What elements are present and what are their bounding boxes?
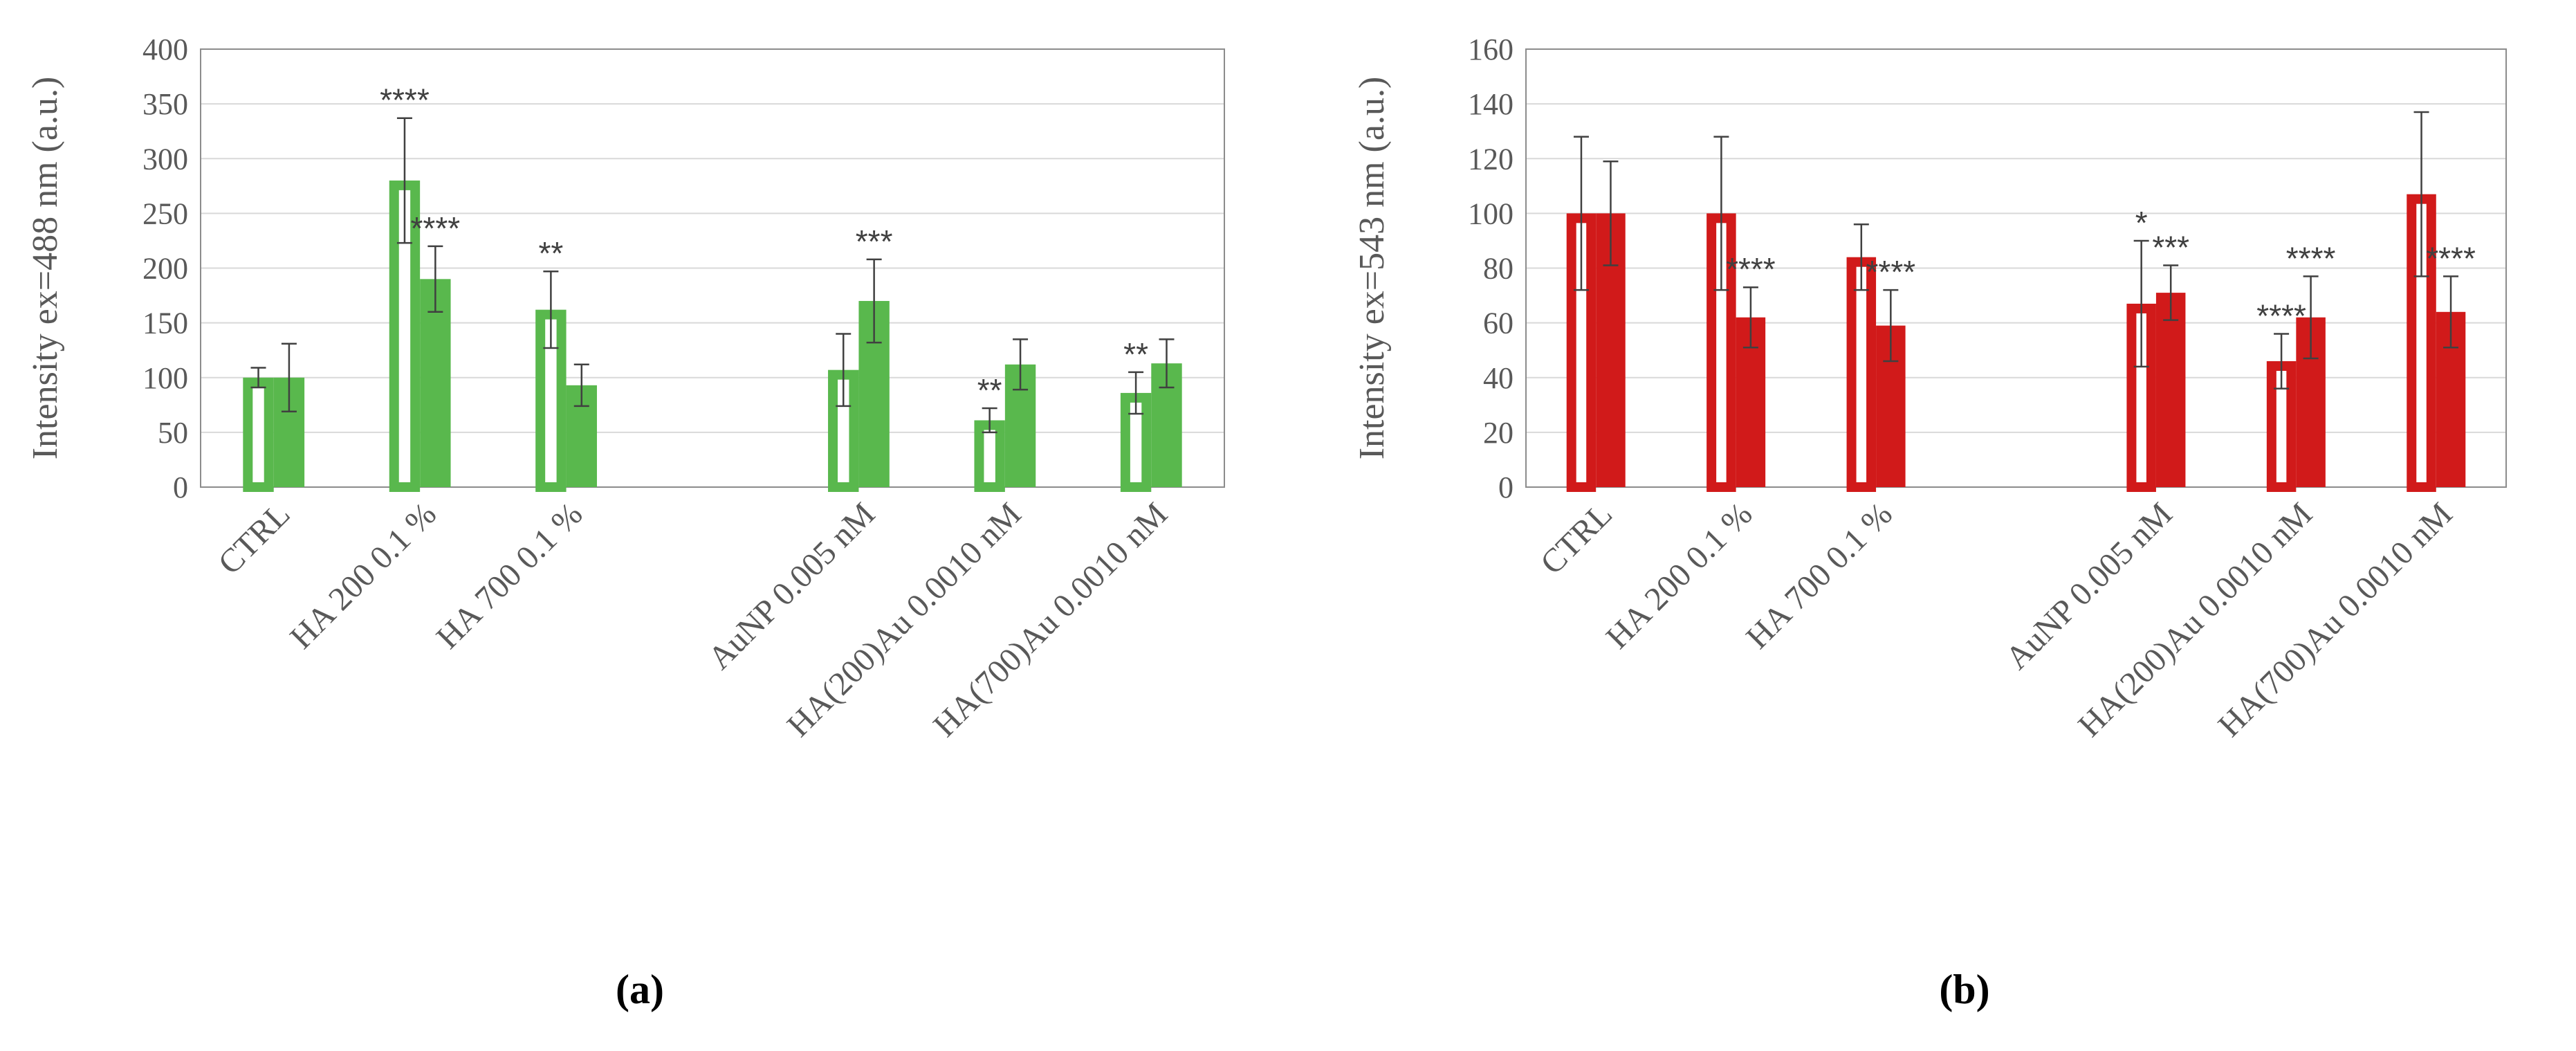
y-tick-label: 20 [1483, 416, 1514, 450]
panel-label: (b) [1939, 967, 1989, 1012]
y-tick-label: 60 [1483, 307, 1514, 340]
significance-label: **** [380, 82, 430, 118]
significance-label: *** [2152, 230, 2189, 266]
bar-hollow [243, 377, 274, 492]
chart-panel-a: 0 50 100 150 200 250 300 350 400 Intensity ex=488… [26, 33, 1225, 1012]
significance-label: ** [1123, 336, 1148, 372]
significance-label: **** [1726, 251, 1776, 287]
y-tick-label: 80 [1483, 252, 1514, 286]
y-tick-label: 100 [142, 361, 188, 395]
significance-label: **** [1866, 254, 1916, 290]
y-tick-label: 0 [173, 470, 188, 504]
y-tick-label: 400 [142, 33, 188, 66]
panel-label: (a) [616, 967, 664, 1012]
y-tick-label: 300 [142, 142, 188, 176]
chart-panel-b: 0 20 40 60 80 100 120 140 160 Intensity ex=543 nm… [1352, 33, 2507, 1012]
category-label: HA(700)Au 0.0010 nM [926, 495, 1175, 744]
bar-hollow [1846, 257, 1877, 492]
y-axis-label: Intensity ex=488 nm (a.u.) [26, 77, 65, 460]
plot-frame [200, 48, 1225, 488]
significance-label: * [2135, 205, 2148, 241]
bar-hollow [974, 420, 1005, 493]
category-label: HA(200)Au 0.0010 nM [2071, 495, 2319, 744]
category-label: HA 700 0.1 % [1739, 495, 1899, 656]
significance-label: ** [538, 235, 563, 271]
plot-frame [1525, 48, 2507, 488]
bar-solid [420, 279, 451, 487]
y-tick-label: 250 [142, 197, 188, 230]
y-tick-label: 0 [1498, 470, 1514, 504]
category-label: CTRL [211, 495, 297, 581]
y-tick-label: 40 [1483, 361, 1514, 395]
category-label: HA 200 0.1 % [1599, 495, 1760, 656]
y-tick-label: 140 [1468, 87, 1514, 121]
y-tick-label: 100 [1468, 197, 1514, 230]
y-axis-label: Intensity ex=543 nm (a.u.) [1352, 77, 1392, 460]
significance-label: **** [411, 210, 461, 246]
significance-label: *** [856, 223, 893, 259]
category-label: HA 200 0.1 % [283, 495, 443, 656]
y-tick-label: 120 [1468, 142, 1514, 176]
y-tick-label: 200 [142, 252, 188, 286]
category-label: HA(200)Au 0.0010 nM [780, 495, 1029, 744]
category-label: HA(700)Au 0.0010 nM [2211, 495, 2460, 744]
significance-label: ** [977, 372, 1002, 408]
significance-label: **** [2286, 240, 2336, 276]
y-tick-label: 160 [1468, 33, 1514, 66]
category-label: HA 700 0.1 % [430, 495, 590, 656]
category-label: CTRL [1534, 495, 1619, 581]
significance-label: **** [2426, 240, 2476, 276]
bar-solid [2155, 293, 2186, 487]
y-tick-label: 350 [142, 87, 188, 121]
y-tick-label: 150 [142, 307, 188, 340]
y-tick-label: 50 [158, 416, 188, 450]
